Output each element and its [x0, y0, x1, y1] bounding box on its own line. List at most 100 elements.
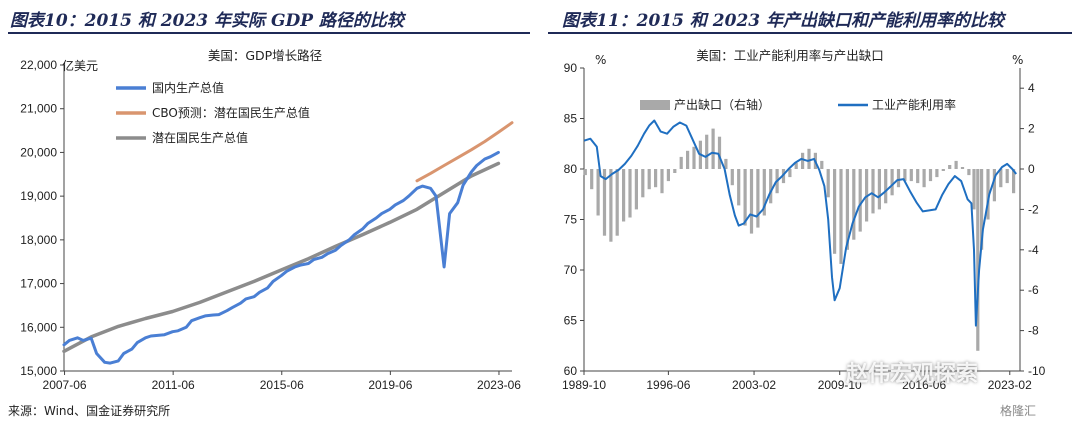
- right-y-tick-label-right: -10: [1028, 364, 1046, 378]
- right-y-tick-label-right: -6: [1028, 283, 1039, 297]
- right-y-tick-label-left: 85: [564, 112, 578, 126]
- right-y-tick-label-left: 90: [564, 61, 578, 75]
- output-gap-bar: [845, 169, 849, 250]
- output-gap-bar: [737, 169, 741, 206]
- right-y-tick-label-right: -2: [1028, 202, 1039, 216]
- output-gap-bar: [1012, 169, 1016, 194]
- output-gap-bar: [884, 169, 888, 204]
- output-gap-bar: [903, 169, 907, 182]
- right-x-tick-label: 1996-06: [646, 378, 690, 392]
- output-gap-bar: [865, 169, 869, 222]
- output-gap-bar: [711, 128, 715, 169]
- right-y-tick-label-left: 65: [564, 314, 578, 328]
- right-y-tick-label-right: 0: [1028, 162, 1035, 176]
- capacity-utilization-line-group: [583, 119, 1017, 327]
- right-x-tick-label: 2023-02: [988, 378, 1032, 392]
- cbo-potential-series-line: [415, 121, 514, 183]
- capacity-utilization-line: [583, 119, 1017, 327]
- output-gap-bar: [596, 169, 600, 216]
- output-gap-bar: [602, 169, 607, 236]
- output-gap-bar: [948, 165, 952, 169]
- left-chart-title: 美国：GDP增长路径: [208, 48, 322, 63]
- right-y-tick-label-right: -4: [1028, 243, 1039, 257]
- output-gap-bar: [967, 169, 971, 176]
- left-x-tick-label: 2011-06: [152, 378, 195, 392]
- output-gap-bar: [896, 169, 901, 188]
- output-gap-bar: [628, 169, 632, 218]
- output-gap-bar: [647, 169, 651, 190]
- output-gap-bar: [980, 169, 984, 250]
- output-gap-bar: [769, 169, 773, 204]
- capacity-utilization-chart: 60 65 70 75 80 85 90 -10 -8 -6 -4 -2 0 2 4 1989-10 1996-…: [562, 48, 1046, 392]
- output-gap-bar: [833, 169, 837, 254]
- output-gap-bar: [916, 169, 920, 184]
- right-y-tick-label-right: 2: [1028, 122, 1035, 136]
- right-y-tick-label-left: 75: [564, 213, 578, 227]
- output-gap-bar: [590, 169, 594, 190]
- output-gap-bar: [686, 150, 690, 169]
- output-gap-bar: [986, 169, 990, 220]
- right-x-tick-label: 2016-06: [902, 378, 946, 392]
- output-gap-bar: [666, 169, 670, 182]
- gdp-series-line: [62, 150, 500, 365]
- output-gap-bar: [609, 169, 613, 242]
- output-gap-bar: [724, 158, 728, 169]
- output-gap-bar: [705, 134, 709, 169]
- output-gap-bar: [852, 169, 856, 240]
- legend-bar-swatch: [640, 100, 670, 110]
- right-ylabel-right: %: [1012, 53, 1023, 67]
- output-gap-bar: [673, 169, 677, 173]
- output-gap-bar: [756, 169, 760, 228]
- output-gap-bar: [871, 169, 875, 214]
- left-x-tick-label: 2007-06: [43, 378, 87, 392]
- output-gap-bar: [954, 160, 958, 169]
- left-axes: 15,000 16,000 17,000 18,000 19,000 20,000 21,0…: [20, 58, 521, 392]
- left-y-tick-label: 15,000: [20, 364, 57, 378]
- left-x-tick-label: 2019-06: [368, 378, 412, 392]
- left-legend-label: CBO预测：潜在国民生产总值: [152, 105, 310, 120]
- right-y-tick-label-left: 80: [564, 162, 578, 176]
- output-gap-bar: [960, 167, 965, 169]
- output-gap-bar: [839, 169, 843, 264]
- right-x-tick-label: 2009-10: [818, 378, 862, 392]
- right-chart-title: 美国：工业产能利用率与产出缺口: [696, 48, 884, 63]
- left-y-tick-label: 17,000: [20, 277, 57, 291]
- output-gap-bar: [794, 162, 798, 169]
- output-gap-bar: [826, 169, 830, 198]
- output-gap-bar: [730, 169, 734, 186]
- left-y-tick-label: 22,000: [20, 58, 57, 72]
- left-y-tick-label: 21,000: [20, 102, 57, 116]
- right-y-tick-label-left: 70: [564, 263, 578, 277]
- output-gap-bar: [641, 169, 645, 198]
- gdp-path-chart: 15,000 16,000 17,000 18,000 19,000 20,000 21,0…: [20, 48, 521, 392]
- left-y-tick-label: 19,000: [20, 189, 57, 203]
- right-y-tick-label-right: -8: [1028, 324, 1039, 338]
- output-gap-bar: [1005, 169, 1009, 184]
- output-gap-bar: [654, 169, 658, 188]
- left-legend-label: 国内生产总值: [152, 80, 224, 95]
- output-gap-bar: [807, 148, 811, 169]
- output-gap-bar: [820, 160, 824, 169]
- output-gap-bar: [922, 169, 926, 188]
- output-gap-bar: [992, 169, 996, 202]
- output-gap-bar: [622, 169, 626, 222]
- legend-line-label: 工业产能利用率: [872, 97, 956, 112]
- output-gap-bar: [743, 169, 747, 226]
- watermark: 赵伟宏观探索: [846, 362, 979, 387]
- left-series-group: [62, 121, 514, 365]
- right-ylabel-left: %: [595, 53, 606, 67]
- output-gap-bar: [634, 169, 638, 210]
- output-gap-bar: [583, 169, 587, 176]
- legend-bar-label: 产出缺口（右轴）: [674, 97, 770, 112]
- output-gap-bar: [890, 169, 894, 196]
- output-gap-bar: [928, 169, 933, 182]
- output-gap-bar: [909, 169, 913, 182]
- left-legend-label: 潜在国民生产总值: [152, 130, 248, 145]
- output-gap-bar: [717, 136, 722, 169]
- left-y-tick-label: 18,000: [20, 233, 57, 247]
- left-x-tick-label: 2023-06: [477, 378, 521, 392]
- output-gap-bar: [858, 169, 862, 232]
- right-x-tick-label: 2003-02: [732, 378, 776, 392]
- output-gap-bar: [615, 169, 619, 236]
- right-axes: 60 65 70 75 80 85 90 -10 -8 -6 -4 -2 0 2 4 1989-10 1996-…: [562, 61, 1046, 392]
